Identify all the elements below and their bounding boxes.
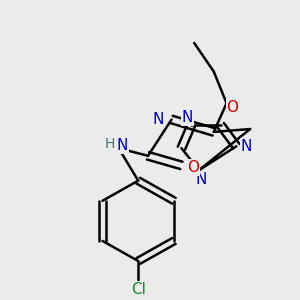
Text: H: H [105, 137, 115, 151]
Text: N: N [195, 172, 207, 187]
Text: O: O [226, 100, 238, 115]
Text: N: N [117, 138, 128, 153]
Text: N: N [182, 110, 193, 125]
Text: N: N [241, 139, 252, 154]
Text: N: N [152, 112, 164, 127]
Text: Cl: Cl [131, 282, 146, 297]
Text: O: O [187, 160, 199, 175]
